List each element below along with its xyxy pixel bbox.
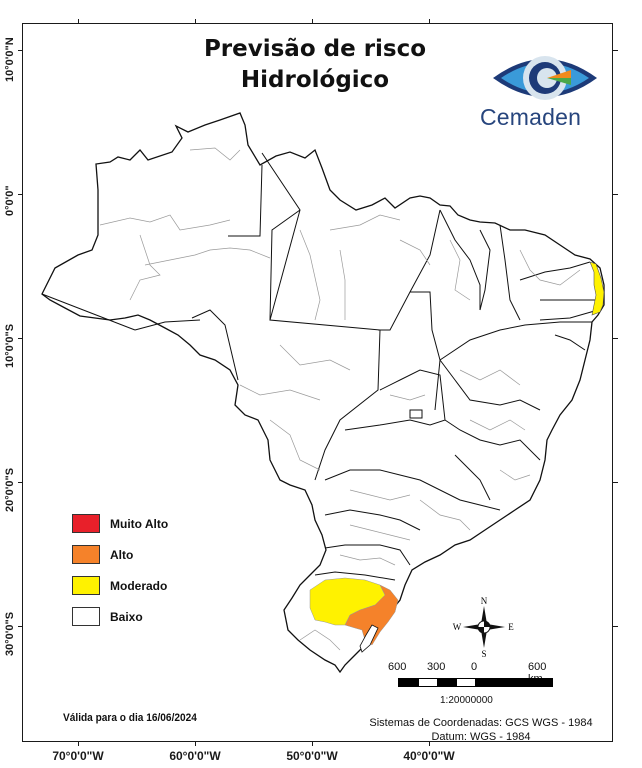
tick-bottom-70w <box>78 741 79 746</box>
map-title-line1: Previsão de risco <box>203 36 427 62</box>
lat-label-20s: 20°0'0"S <box>4 467 16 512</box>
lon-label-50w: 50°0'0"W <box>286 749 338 763</box>
cemaden-logo-icon <box>493 56 597 100</box>
lat-label-10s: 10°0'0"S <box>4 323 16 368</box>
lat-label-10n: 10°0'0"N <box>4 37 16 82</box>
scale-label-300: 300 <box>427 661 446 673</box>
scale-labels: 600 300 0 600 km <box>385 661 560 685</box>
tick-right-20s <box>613 482 618 483</box>
legend: Muito Alto Alto Moderado Baixo <box>72 508 168 632</box>
cemaden-logo-text: Cemaden <box>480 104 582 130</box>
scale-ratio: 1:20000000 <box>440 695 493 706</box>
map-title: Previsão de risco Hidrológico <box>170 34 460 96</box>
legend-item-moderado: Moderado <box>72 570 168 601</box>
tick-right-10n <box>613 50 618 51</box>
tick-top-60w <box>195 19 196 24</box>
risk-area-alto-rs <box>344 584 399 646</box>
compass-w: W <box>453 622 462 632</box>
region-borders <box>99 147 581 651</box>
brazil-map <box>41 112 605 674</box>
compass-e: E <box>508 622 514 632</box>
tick-top-50w <box>312 19 313 24</box>
tick-right-30s <box>613 626 618 627</box>
tick-left-30s <box>18 626 23 627</box>
legend-swatch-moderado <box>72 576 100 595</box>
coordinate-system: Sistemas de Coordenadas: GCS WGS - 1984 … <box>348 716 614 744</box>
risk-area-moderado-ne-coast <box>589 261 605 316</box>
compass-rose-icon: N S W E <box>453 596 515 659</box>
lon-label-60w: 60°0'0"W <box>169 749 221 763</box>
legend-swatch-alto <box>72 545 100 564</box>
legend-item-muito-alto: Muito Alto <box>72 508 168 539</box>
legend-label: Moderado <box>110 578 168 593</box>
scale-bar-graphic <box>398 678 553 687</box>
coordinate-system-line1: Sistemas de Coordenadas: GCS WGS - 1984 <box>369 717 593 729</box>
tick-bottom-40w <box>429 741 430 746</box>
tick-right-10s <box>613 338 618 339</box>
lon-label-40w: 40°0'0"W <box>403 749 455 763</box>
tick-left-10s <box>18 338 23 339</box>
legend-item-alto: Alto <box>72 539 168 570</box>
compass-s: S <box>481 649 486 659</box>
compass-n: N <box>481 596 488 606</box>
legend-swatch-baixo <box>72 607 100 626</box>
tick-left-20s <box>18 482 23 483</box>
legend-label: Baixo <box>110 609 143 624</box>
tick-right-0 <box>613 194 618 195</box>
scale-label-600-left: 600 <box>388 661 407 673</box>
tick-left-10n <box>18 50 23 51</box>
map-title-line2: Hidrológico <box>240 67 390 93</box>
tick-left-0 <box>18 194 23 195</box>
scale-label-0: 0 <box>471 661 478 673</box>
brazil-outline <box>41 112 605 674</box>
coordinate-system-line2: Datum: WGS - 1984 <box>431 731 531 743</box>
lat-label-0: 0°0'0" <box>4 185 16 216</box>
tick-top-70w <box>78 19 79 24</box>
tick-bottom-50w <box>312 741 313 746</box>
scale-bar: 600 300 0 600 km 1:20000000 <box>385 661 560 711</box>
legend-swatch-muito-alto <box>72 514 100 533</box>
map-frame <box>22 23 613 742</box>
legend-item-baixo: Baixo <box>72 601 168 632</box>
lat-label-30s: 30°0'0"S <box>4 611 16 656</box>
lon-label-70w: 70°0'0"W <box>52 749 104 763</box>
legend-label: Alto <box>110 547 134 562</box>
validity-date: Válida para o dia 16/06/2024 <box>63 712 197 724</box>
tick-top-40w <box>429 19 430 24</box>
tick-bottom-60w <box>195 741 196 746</box>
lagoon <box>359 624 379 653</box>
state-borders <box>41 152 600 581</box>
legend-label: Muito Alto <box>110 516 169 531</box>
